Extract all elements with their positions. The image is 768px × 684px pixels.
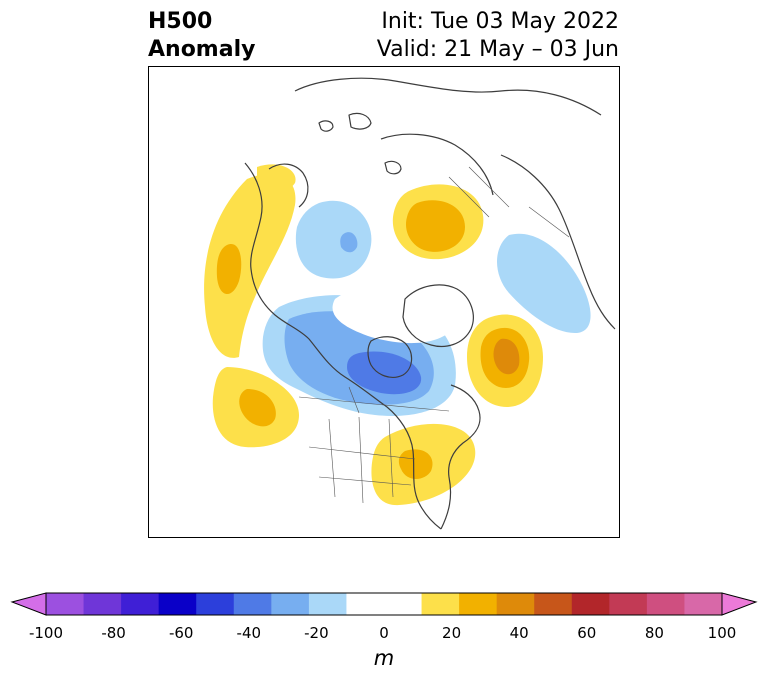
colorbar-segment (121, 593, 160, 615)
colorbar-tick-label: 0 (379, 624, 389, 642)
colorbar-unit: m (373, 646, 395, 670)
anomaly-eastus-positive-core (398, 449, 433, 479)
anomaly-scandinavia-positive-core (405, 200, 465, 252)
title-line-2: Anomaly (148, 37, 256, 62)
map-panel (148, 66, 620, 538)
arctic-neutral-zone (332, 283, 457, 344)
run-info: Init: Tue 03 May 2022 Valid: 21 May – 03… (377, 8, 619, 64)
borders (298, 166, 570, 504)
anomaly-canada-negative-core (347, 351, 422, 395)
anomaly-atlantic-positive-core (493, 338, 520, 375)
anomaly-subtropical-positive-core (239, 389, 276, 427)
anomaly-fills (204, 164, 591, 506)
init-date: Init: Tue 03 May 2022 (381, 9, 619, 34)
colorbar-extend-high (721, 592, 758, 616)
colorbar-segment (158, 593, 197, 615)
anomaly-alaska-positive (257, 164, 296, 194)
colorbar-segment (496, 593, 535, 615)
colorbar-tick-label: -80 (101, 624, 126, 642)
colorbar-segment (233, 593, 272, 615)
anomaly-bering-negative-core (340, 232, 358, 253)
colorbar-segment (571, 593, 610, 615)
colorbar-frame (45, 592, 723, 616)
colorbar-tick-label: 40 (509, 624, 529, 642)
colorbar-segment (271, 593, 310, 615)
colorbar-tick-label: 20 (442, 624, 462, 642)
colorbar-segment (384, 593, 423, 615)
colorbar-segment (346, 593, 385, 615)
colorbar-segment (196, 593, 235, 615)
colorbar-segment (609, 593, 648, 615)
colorbar-segment (684, 593, 723, 615)
colorbar-segment (83, 593, 122, 615)
coastlines (244, 77, 616, 530)
colorbar-tick-label: 100 (707, 624, 737, 642)
title-line-1: H500 (148, 9, 213, 34)
colorbar-segment (459, 593, 498, 615)
colorbar-segment (421, 593, 460, 615)
colorbar-extend-low (10, 592, 47, 616)
anomaly-bering-negative (295, 200, 372, 279)
colorbar-tick-label: 60 (577, 624, 597, 642)
colorbar-segments (46, 593, 723, 615)
valid-range: Valid: 21 May – 03 Jun (376, 37, 619, 62)
anomaly-pacific-positive-core (216, 244, 242, 295)
colorbar-segment (646, 593, 685, 615)
colorbar-segment (534, 593, 573, 615)
anomaly-pacific-positive (204, 174, 296, 358)
colorbar-tick-label: -100 (28, 624, 64, 642)
map-title: H500 Anomaly (148, 8, 255, 64)
colorbar-tick-label: -40 (236, 624, 262, 642)
colorbar-tick-label: 80 (644, 624, 664, 642)
colorbar-segment (308, 593, 347, 615)
colorbar-tick-label: -60 (168, 624, 194, 642)
anomaly-greenland-negative (497, 233, 591, 333)
colorbar-tick-label: -20 (304, 624, 329, 642)
colorbar (10, 592, 758, 616)
colorbar-segment (46, 593, 85, 615)
anomaly-map (204, 77, 616, 530)
